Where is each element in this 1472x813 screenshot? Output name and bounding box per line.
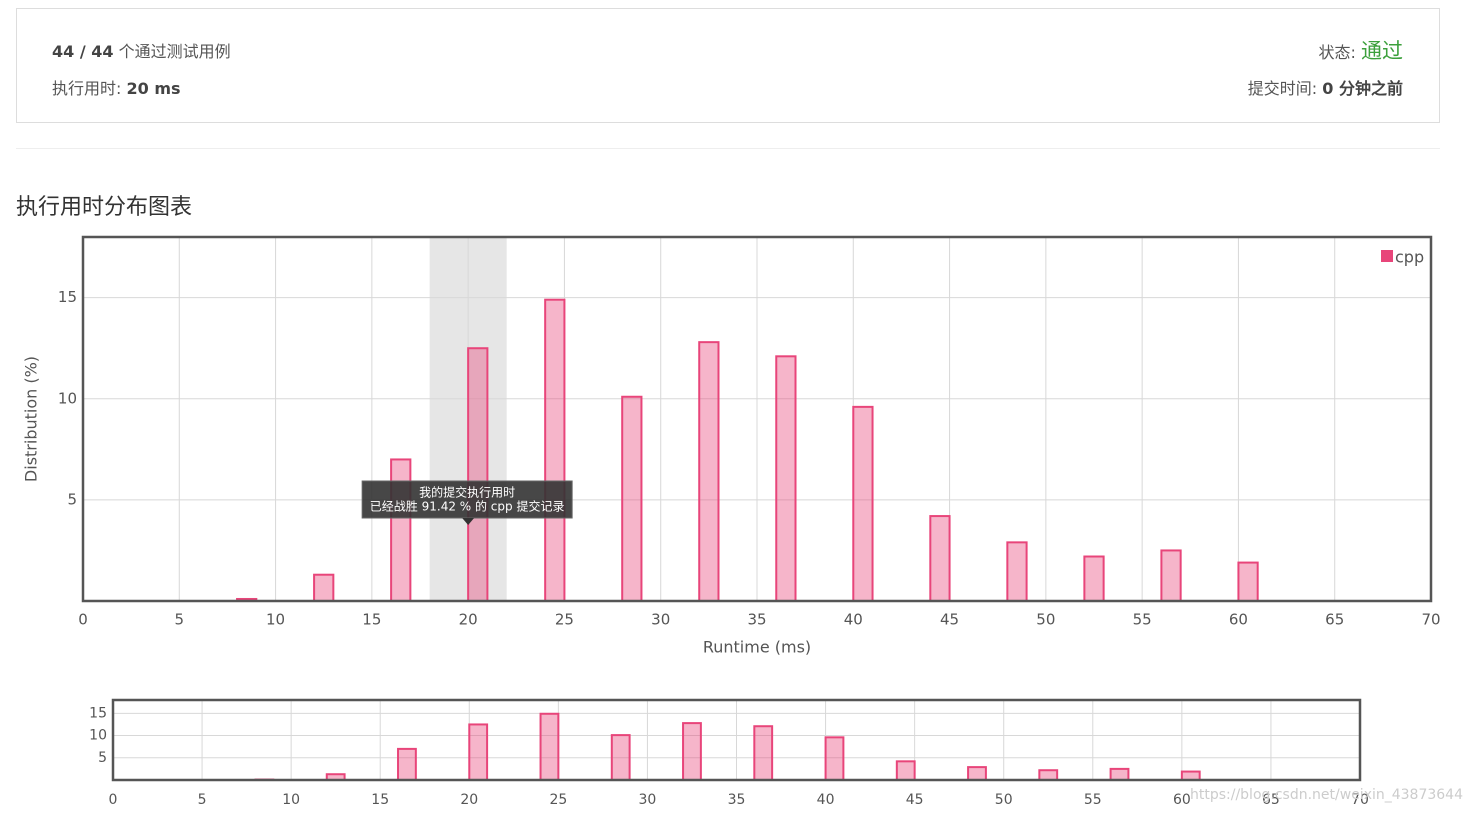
x-tick-label: 40 [844, 611, 863, 629]
bar [852, 405, 874, 602]
bar [1006, 541, 1028, 602]
passed-label: 个通过测试用例 [118, 42, 231, 61]
x-tick-label: 65 [1262, 792, 1280, 808]
bar [313, 573, 335, 603]
x-tick-label: 15 [362, 611, 381, 629]
x-tick-label: 5 [175, 611, 185, 629]
runtime-line: 执行用时: 20 ms [52, 75, 181, 99]
x-tick-label: 0 [109, 792, 118, 808]
x-tick-label: 40 [817, 792, 835, 808]
x-tick-label: 25 [555, 611, 574, 629]
x-tick-label: 5 [198, 792, 207, 808]
runtime-label: 执行用时: [52, 79, 122, 98]
status[interactable]: 通过 [1361, 39, 1403, 63]
x-tick-label: 70 [1351, 792, 1369, 808]
bar [753, 725, 774, 782]
y-tick-label: 15 [58, 288, 77, 306]
runtime: 20 ms [126, 79, 181, 98]
x-tick-label: 0 [78, 611, 88, 629]
x-tick-label: 55 [1133, 611, 1152, 629]
y-tick-label: 10 [89, 728, 107, 744]
y-tick-label: 5 [67, 490, 77, 508]
plot-frame [111, 698, 1362, 782]
section-title: 执行用时分布图表 [16, 195, 193, 220]
x-tick-label: 70 [1421, 611, 1440, 629]
bar [1237, 561, 1259, 602]
bar [621, 395, 643, 602]
x-tick-label: 35 [747, 611, 766, 629]
legend-label: cpp [1395, 248, 1424, 267]
bar [824, 736, 845, 781]
x-axis-label: Runtime (ms) [703, 638, 811, 657]
tooltip-text: 我的提交执行用时 [419, 485, 515, 500]
x-tick-label: 25 [549, 792, 567, 808]
tooltip-text: 已经战胜 91.42 % 的 cpp 提交记录 [370, 499, 565, 514]
y-tick-label: 10 [58, 389, 77, 407]
passed: 44 / 44 [52, 42, 114, 61]
x-tick-label: 10 [266, 611, 285, 629]
bar [539, 712, 560, 781]
plot-frame [81, 235, 1433, 603]
status-line: 状态: 通过 [1319, 35, 1404, 65]
submit-time: 0 分钟之前 [1322, 79, 1403, 98]
x-tick-label: 30 [651, 611, 670, 629]
result-panel: 44 / 44 个通过测试用例 执行用时: 20 ms 状态: 通过 提交时间:… [16, 8, 1440, 123]
bar [775, 355, 797, 602]
legend-swatch [1381, 250, 1393, 262]
bar [1109, 767, 1130, 782]
submit-label: 提交时间: [1247, 79, 1318, 98]
bar [1160, 549, 1182, 603]
bar [1083, 555, 1105, 602]
x-tick-label: 65 [1325, 611, 1344, 629]
bar [1038, 769, 1059, 782]
x-tick-label: 20 [459, 611, 478, 629]
bar [397, 747, 417, 782]
x-tick-label: 20 [460, 792, 478, 808]
x-tick-label: 45 [906, 792, 924, 808]
bar [467, 347, 489, 602]
bar [895, 760, 916, 781]
x-tick-label: 10 [282, 792, 300, 808]
bar [544, 298, 566, 602]
passed-line: 44 / 44 个通过测试用例 [52, 38, 231, 62]
x-tick-label: 60 [1229, 611, 1248, 629]
submit-line: 提交时间: 0 分钟之前 [1248, 75, 1403, 99]
x-tick-label: 60 [1173, 792, 1191, 808]
x-tick-label: 50 [995, 792, 1013, 808]
watermark: https://blog.csdn.net/weixin_43873644 [1190, 787, 1463, 803]
bar [468, 723, 489, 782]
status-label: 状态: [1318, 43, 1356, 62]
x-tick-label: 55 [1084, 792, 1102, 808]
separator [16, 148, 1440, 149]
y-tick-label: 15 [89, 705, 107, 721]
bar [698, 341, 720, 602]
y-tick-label: 5 [98, 750, 107, 766]
bar [682, 722, 702, 781]
x-tick-label: 45 [940, 611, 959, 629]
bar [1180, 770, 1201, 781]
x-tick-label: 50 [1036, 611, 1055, 629]
bar [967, 766, 987, 781]
tooltip-arrow [462, 518, 475, 525]
bar [610, 734, 631, 781]
x-tick-label: 15 [371, 792, 389, 808]
y-axis-label: Distribution (%) [22, 356, 41, 482]
x-tick-label: 30 [639, 792, 657, 808]
x-tick-label: 35 [728, 792, 746, 808]
bar [929, 515, 951, 602]
